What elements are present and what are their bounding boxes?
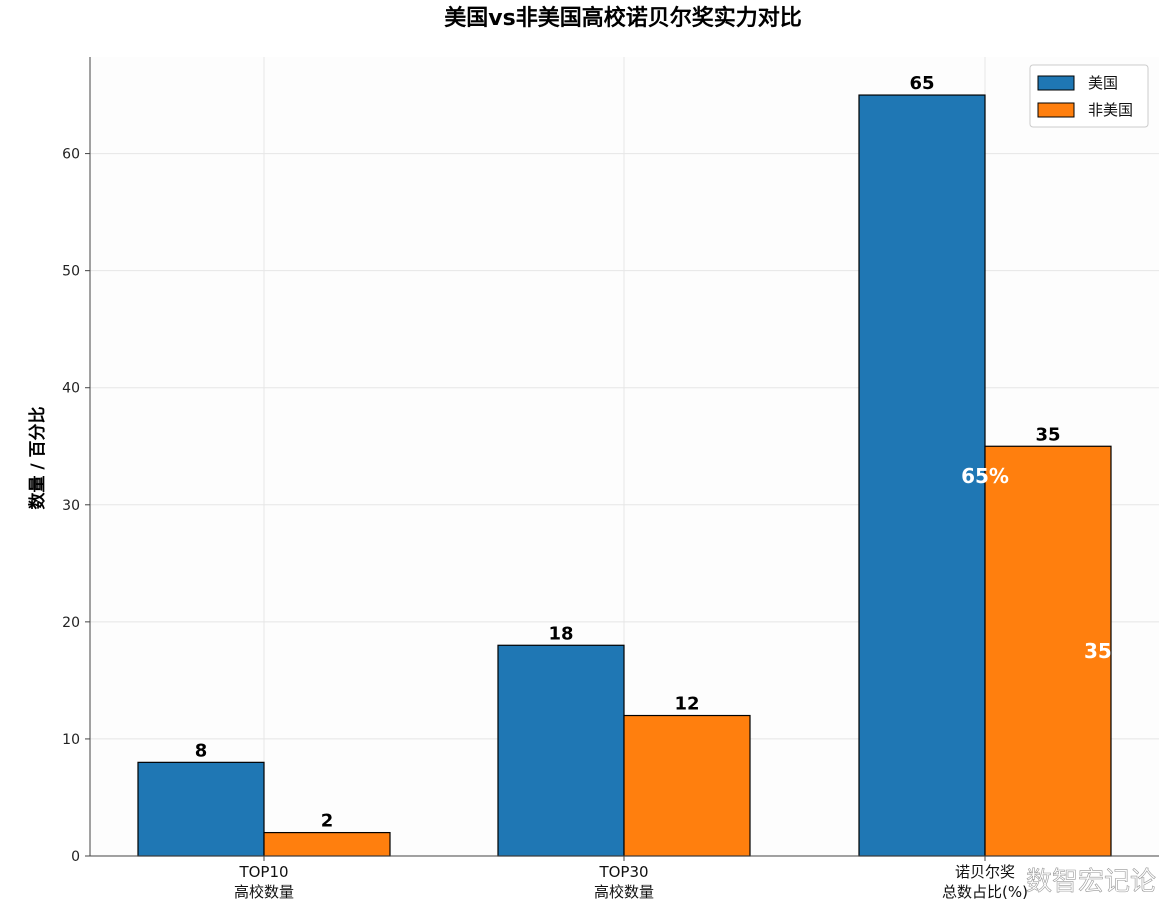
x-tick-label: 高校数量	[234, 883, 294, 901]
y-axis-label: 数量 / 百分比	[27, 406, 48, 509]
x-tick-label: 诺贝尔奖	[955, 863, 1015, 881]
y-tick-label: 20	[62, 615, 80, 631]
y-tick-label: 30	[62, 498, 80, 514]
value-label: 18	[548, 623, 573, 644]
y-tick-label: 40	[62, 381, 80, 397]
bar-us-1	[497, 644, 625, 857]
y-tick-label: 0	[71, 849, 80, 865]
chart-title: 美国vs非美国高校诺贝尔奖实力对比	[444, 5, 801, 31]
annotation-us-share: 65%	[961, 464, 1009, 488]
value-label: 65	[909, 73, 934, 94]
legend-label-non-us: 非美国	[1088, 101, 1133, 119]
bar-us-2	[858, 94, 986, 857]
value-label: 12	[674, 694, 699, 715]
x-tick-label: 总数占比(%)	[942, 883, 1028, 901]
label-layer: 0 10 20 30 40 50 60 8 18 65 2 12 35 TOP10 高校数量 TOP30 高校数…	[62, 73, 1060, 901]
value-label: 8	[195, 740, 208, 761]
annotation-non-us-share: 35	[1084, 639, 1112, 663]
value-label: 2	[321, 811, 334, 832]
x-tick-label: TOP10	[238, 863, 288, 881]
legend-label-us: 美国	[1088, 74, 1118, 92]
axis-layer	[85, 57, 1159, 861]
bar-us-0	[137, 761, 265, 857]
y-tick-label: 10	[62, 732, 80, 748]
bar-non-us-2	[984, 445, 1112, 857]
bar-non-us-1	[623, 714, 751, 857]
legend-swatch-non-us	[1037, 102, 1075, 118]
watermark: 数智宏记论	[1026, 867, 1156, 897]
value-label: 35	[1035, 424, 1060, 445]
x-tick-label: 高校数量	[594, 883, 654, 901]
y-tick-label: 50	[62, 264, 80, 280]
legend-swatch-us	[1037, 75, 1075, 91]
bar-non-us-0	[263, 831, 391, 857]
bar-layer	[137, 94, 1112, 857]
legend: 美国 非美国	[1029, 64, 1149, 128]
y-tick-label: 60	[62, 147, 80, 163]
x-tick-label: TOP30	[598, 863, 648, 881]
